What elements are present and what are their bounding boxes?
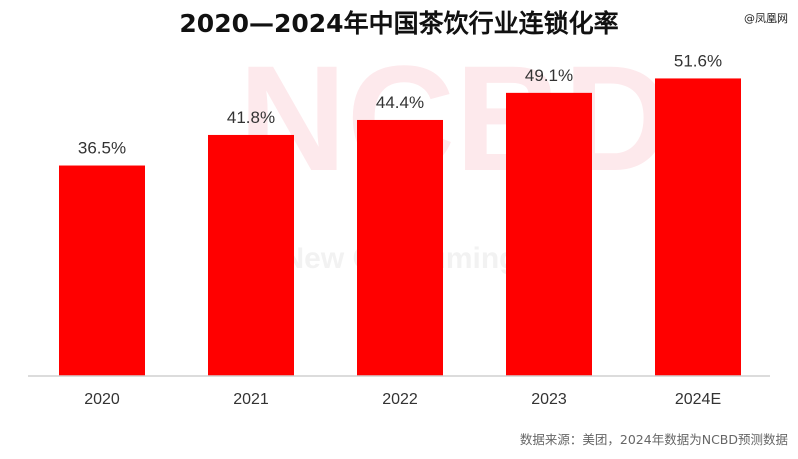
- bar-2020: [59, 165, 145, 376]
- x-tick-2020: 2020: [84, 391, 120, 408]
- x-tick-2023: 2023: [531, 391, 567, 408]
- data-label-2022: 44.4%: [376, 93, 424, 112]
- bar-group: [59, 78, 741, 377]
- x-tick-group: 2020 2021 2022 2023 2024E: [84, 391, 721, 408]
- source-note: 数据来源：美团，2024年数据为NCBD预测数据: [520, 432, 788, 447]
- chart-title: 2020—2024年中国茶饮行业连锁化率: [179, 9, 618, 38]
- bar-2022: [357, 119, 443, 377]
- data-label-2020: 36.5%: [78, 139, 126, 158]
- x-tick-2024E: 2024E: [675, 391, 721, 408]
- watermark-large: NCBD: [238, 34, 671, 202]
- bar-2024E: [655, 78, 741, 376]
- corner-watermark: @凤凰网: [744, 12, 788, 25]
- x-tick-2022: 2022: [382, 391, 418, 408]
- data-label-2024E: 51.6%: [674, 51, 722, 70]
- bar-2021: [208, 134, 294, 376]
- data-label-2023: 49.1%: [525, 66, 573, 85]
- data-label-group: 36.5% 41.8% 44.4% 49.1% 51.6%: [78, 51, 722, 157]
- x-tick-2021: 2021: [233, 391, 269, 408]
- bar-2023: [506, 92, 592, 377]
- data-label-2021: 41.8%: [227, 108, 275, 127]
